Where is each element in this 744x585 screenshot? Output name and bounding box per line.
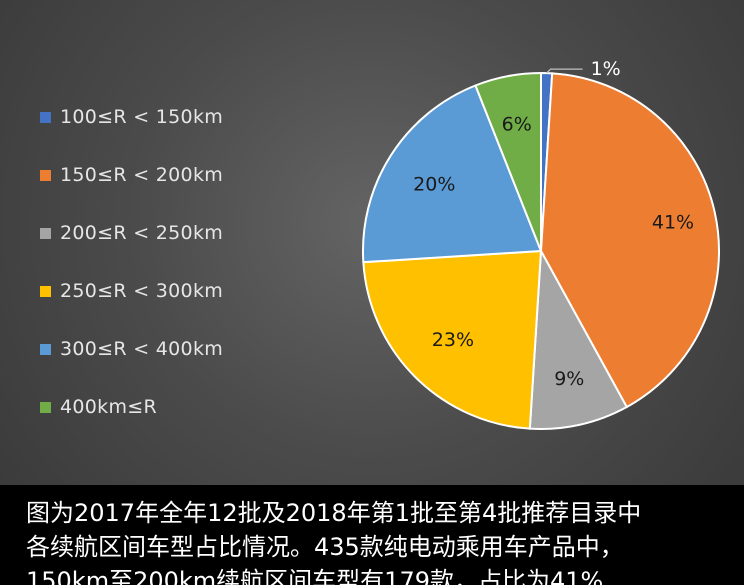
legend-label: 250≤R < 300km [60, 280, 224, 302]
legend-label: 200≤R < 250km [60, 222, 224, 244]
legend-swatch [40, 111, 51, 123]
legend-item: 100≤R < 150km [40, 88, 300, 146]
caption-line: 各续航区间车型占比情况。435款纯电动乘用车产品中， [26, 533, 624, 561]
legend-label: 100≤R < 150km [60, 106, 224, 128]
pie-slice [361, 84, 543, 264]
pie-chart: 1% 41% 9% 23% 20% 6% [361, 58, 720, 430]
legend-item: 250≤R < 300km [40, 262, 300, 320]
legend-label: 400km≤R [60, 396, 157, 418]
slice-value-label: 23% [432, 329, 474, 351]
legend-swatch [40, 227, 51, 239]
legend-item: 300≤R < 400km [40, 320, 300, 378]
slice-value-label: 6% [502, 113, 532, 135]
slice-value-label: 41% [652, 212, 694, 234]
slice-value-label: 20% [413, 173, 455, 195]
pie-slice [539, 72, 720, 409]
legend-swatch [40, 169, 51, 181]
pie-slice [528, 247, 629, 430]
chart-legend: 100≤R < 150km 150≤R < 200km 200≤R < 250k… [40, 88, 300, 436]
pie-slice [362, 249, 543, 430]
legend-swatch [40, 401, 51, 413]
caption-box: 图为2017年全年12批及2018年第1批至第4批推荐目录中 各续航区间车型占比… [0, 485, 744, 585]
slice-value-label: 9% [554, 368, 584, 390]
caption-line: 图为2017年全年12批及2018年第1批至第4批推荐目录中 [26, 499, 642, 527]
leader-line [546, 68, 583, 74]
slice-value-label: 1% [591, 58, 621, 80]
legend-item: 400km≤R [40, 378, 300, 436]
legend-swatch [40, 285, 51, 297]
legend-label: 300≤R < 400km [60, 338, 224, 360]
legend-label: 150≤R < 200km [60, 164, 224, 186]
pie-slice [474, 71, 542, 252]
legend-item: 150≤R < 200km [40, 146, 300, 204]
legend-item: 200≤R < 250km [40, 204, 300, 262]
caption-line: 150km至200km续航区间车型有179款，占比为41% [26, 567, 604, 585]
legend-swatch [40, 343, 51, 355]
